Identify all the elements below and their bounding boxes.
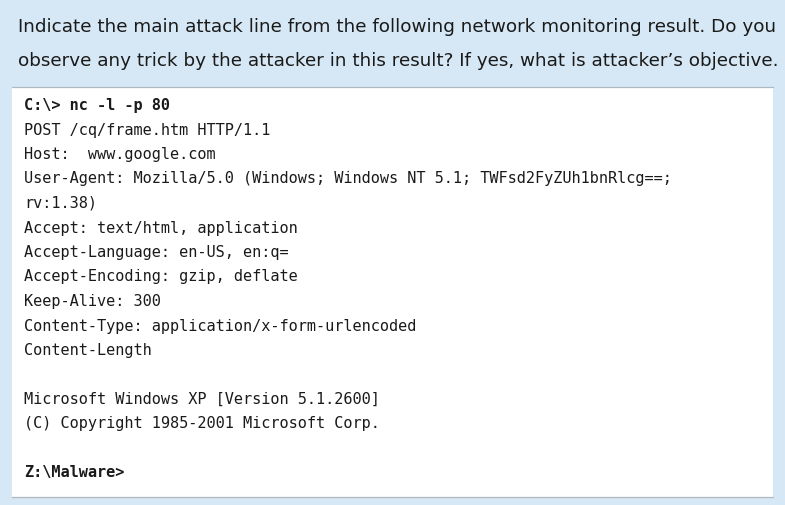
Text: POST /cq/frame.htm HTTP/1.1: POST /cq/frame.htm HTTP/1.1	[24, 122, 270, 137]
Text: Z:\Malware>: Z:\Malware>	[24, 465, 124, 480]
Text: C:\> nc -l -p 80: C:\> nc -l -p 80	[24, 98, 170, 113]
Text: Keep-Alive: 300: Keep-Alive: 300	[24, 293, 161, 309]
Text: Content-Type: application/x-form-urlencoded: Content-Type: application/x-form-urlenco…	[24, 318, 416, 333]
Bar	[12, 88, 773, 497]
Text: Accept-Encoding: gzip, deflate: Accept-Encoding: gzip, deflate	[24, 269, 298, 284]
Text: rv:1.38): rv:1.38)	[24, 195, 97, 211]
Text: observe any trick by the attacker in this result? If yes, what is attacker’s obj: observe any trick by the attacker in thi…	[18, 52, 779, 70]
Text: Microsoft Windows XP [Version 5.1.2600]: Microsoft Windows XP [Version 5.1.2600]	[24, 391, 380, 406]
Text: Accept-Language: en-US, en:q=: Accept-Language: en-US, en:q=	[24, 244, 289, 260]
Text: (C) Copyright 1985-2001 Microsoft Corp.: (C) Copyright 1985-2001 Microsoft Corp.	[24, 416, 380, 431]
Text: Content-Length: Content-Length	[24, 342, 152, 358]
Text: User-Agent: Mozilla/5.0 (Windows; Windows NT 5.1; TWFsd2FyZUh1bnRlcg==;: User-Agent: Mozilla/5.0 (Windows; Window…	[24, 171, 672, 186]
Text: Indicate the main attack line from the following network monitoring result. Do y: Indicate the main attack line from the f…	[18, 18, 776, 36]
Text: Host:  www.google.com: Host: www.google.com	[24, 147, 216, 162]
Text: Accept: text/html, application: Accept: text/html, application	[24, 220, 298, 235]
